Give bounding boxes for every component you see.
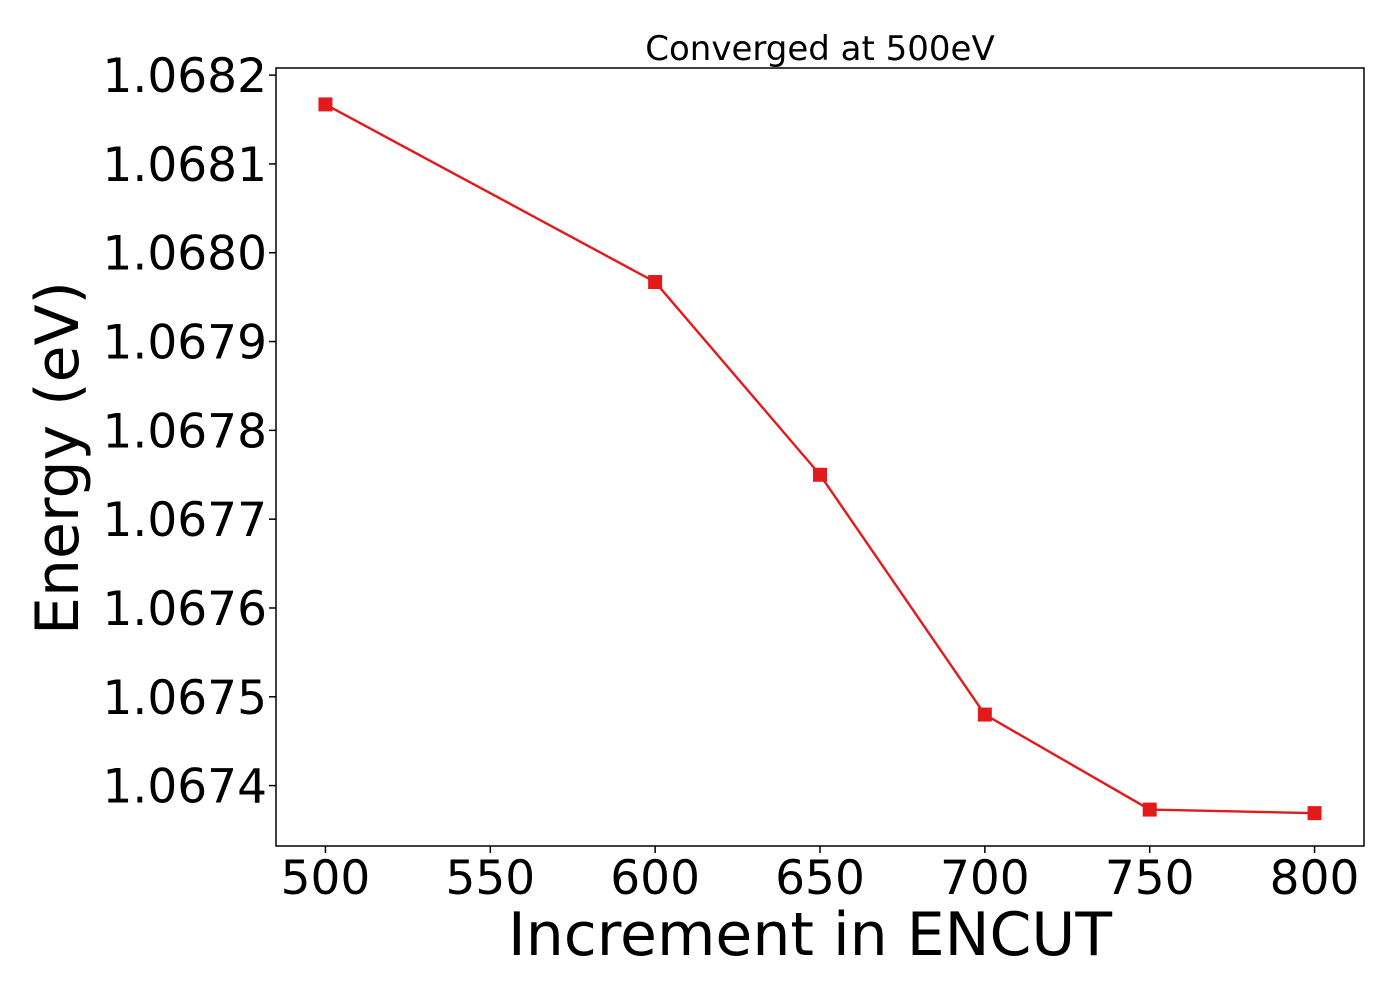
data-point-marker [1142,802,1157,817]
x-tick-label: 500 [281,851,371,906]
x-tick-label: 550 [445,851,535,906]
data-point-marker [318,97,333,112]
y-tick-label: 1.0681 [103,138,267,193]
x-tick-label: 600 [610,851,700,906]
plot-frame [275,67,1365,847]
y-axis-label: Energy (eV) [23,281,93,635]
series-line [324,103,1315,815]
y-tick-label: 1.0682 [103,49,267,104]
y-tick-label: 1.0677 [103,493,267,548]
data-point-marker [977,707,992,722]
x-axis-label: Increment in ENCUT [508,900,1112,970]
y-tick-label: 1.0676 [103,582,267,637]
x-tick-label: 700 [940,851,1030,906]
x-tick-label: 750 [1105,851,1195,906]
data-point-marker [648,275,663,290]
plot-area: 500 550 600 650 700 750 800 1.0674 1.0675 1.0676 1… [103,49,1360,906]
data-point-marker [1307,806,1322,821]
y-tick-label: 1.0678 [103,404,267,459]
chart-title: Converged at 500eV [645,29,994,69]
y-tick-label: 1.0680 [103,227,267,282]
y-tick-label: 1.0674 [103,760,267,815]
y-tick-label: 1.0679 [103,316,267,371]
x-tick-label: 650 [775,851,865,906]
data-point-marker [813,467,827,482]
x-tick-label: 800 [1270,851,1360,906]
y-tick-label: 1.0675 [103,671,267,726]
